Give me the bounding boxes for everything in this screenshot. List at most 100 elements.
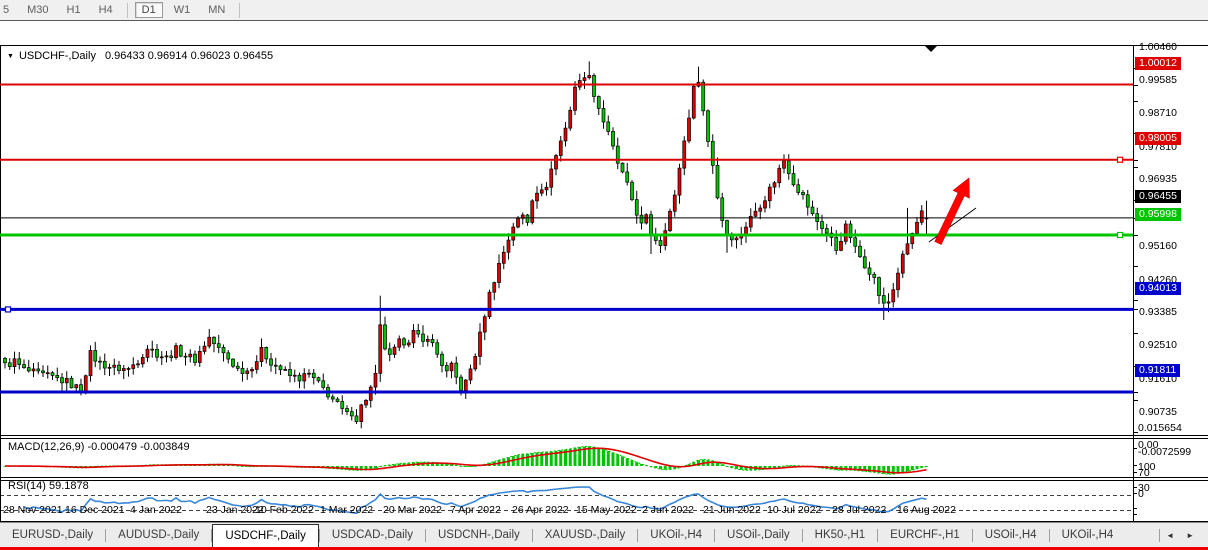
candle-down xyxy=(858,245,862,258)
symbol-dropdown-icon[interactable]: ▼ xyxy=(7,53,14,60)
macd-histogram-bar xyxy=(630,460,634,466)
macd-histogram-bar xyxy=(915,466,919,469)
candle-up xyxy=(516,218,520,228)
macd-histogram-bar xyxy=(516,454,520,466)
rsi-axis-label: 30 xyxy=(1138,481,1150,494)
timeframe-d1[interactable]: D1 xyxy=(134,2,163,18)
candle-up xyxy=(302,373,307,382)
tab-scroll-right-icon[interactable]: ► xyxy=(1186,530,1194,540)
tab-ukoil-h4[interactable]: UKOil-,H4 xyxy=(1061,529,1114,541)
candle-down xyxy=(615,145,620,164)
macd-histogram-bar xyxy=(8,466,12,467)
macd-histogram-bar xyxy=(412,462,415,466)
candle-up xyxy=(763,200,767,209)
candle-down xyxy=(634,199,639,216)
chart-shift-marker-icon[interactable] xyxy=(925,46,937,52)
candle-down xyxy=(701,81,706,112)
tab-xauusd-daily[interactable]: XAUUSD-,Daily xyxy=(544,529,626,541)
date-axis-label: 2 Jun 2022 xyxy=(642,504,694,516)
candle-up xyxy=(164,355,169,358)
macd-histogram-bar xyxy=(402,463,406,466)
candle-down xyxy=(321,380,326,388)
candle-up xyxy=(45,372,50,375)
candle-up xyxy=(254,361,259,370)
timeframe-m30[interactable]: M30 xyxy=(27,4,49,16)
macd-histogram-bar xyxy=(160,464,164,466)
candle-down xyxy=(349,411,354,417)
candle-down xyxy=(22,364,26,368)
timeframe-h4[interactable]: H4 xyxy=(98,4,113,16)
macd-histogram-bar xyxy=(564,449,567,466)
macd-histogram-bar xyxy=(198,464,202,466)
candle-up xyxy=(734,237,739,241)
macd-histogram-bar xyxy=(834,466,838,471)
macd-histogram-bar xyxy=(815,466,819,468)
candle-down xyxy=(867,267,872,275)
macd-histogram-bar xyxy=(640,464,643,466)
hline-handle[interactable] xyxy=(1116,231,1124,239)
timeframe-w1[interactable]: W1 xyxy=(173,4,191,16)
candle-up xyxy=(687,117,691,142)
macd-histogram-bar xyxy=(578,447,582,466)
macd-histogram-bar xyxy=(359,466,363,471)
candle-down xyxy=(454,362,459,378)
timeframe-h1[interactable]: H1 xyxy=(66,4,81,16)
candle-up xyxy=(753,210,758,217)
macd-histogram-bar xyxy=(568,448,572,466)
candle-down xyxy=(710,141,715,166)
tab-eurchf-h1[interactable]: EURCHF-,H1 xyxy=(890,529,960,541)
date-axis-label: 28 Jul 2022 xyxy=(832,504,887,516)
tab-scroll-left-icon[interactable]: ◄ xyxy=(1166,530,1175,540)
candle-up xyxy=(478,331,482,357)
macd-histogram-bar xyxy=(820,466,824,469)
candle-down xyxy=(335,398,340,402)
candle-down xyxy=(212,336,216,345)
candle-down xyxy=(430,339,435,344)
hline-handle[interactable] xyxy=(1116,156,1124,163)
timeframe-mn[interactable]: MN xyxy=(208,4,226,16)
macd-histogram-bar xyxy=(611,452,615,466)
macd-histogram-bar xyxy=(858,466,862,471)
bottom-red-strip xyxy=(0,547,1208,550)
macd-histogram-bar xyxy=(241,466,244,467)
date-axis-label: 1 Mar 2022 xyxy=(320,504,374,516)
hline-handle[interactable] xyxy=(4,306,12,313)
macd-histogram-bar xyxy=(22,466,26,467)
macd-histogram-bar xyxy=(274,466,278,467)
tab-usdchf-daily[interactable]: USDCHF-,Daily xyxy=(212,524,319,547)
candle-up xyxy=(468,368,473,381)
candle-down xyxy=(611,131,615,147)
price-badge-0.94013: 0.94013 xyxy=(1135,281,1181,295)
candle-down xyxy=(55,375,60,379)
macd-histogram-bar xyxy=(112,465,116,467)
candle-up xyxy=(544,186,549,191)
candle-down xyxy=(3,357,7,364)
tab-usdcad-daily[interactable]: USDCAD-,Daily xyxy=(331,529,413,541)
candle-down xyxy=(354,415,359,422)
tab-ukoil-h4[interactable]: UKOil-,H4 xyxy=(650,529,703,541)
price-axis-label: 0.92510 xyxy=(1139,339,1177,352)
price-axis-label: 0.98710 xyxy=(1139,106,1177,119)
macd-histogram-bar xyxy=(350,466,354,471)
up-trend-arrow-annotation[interactable] xyxy=(934,177,970,245)
tab-usoil-daily[interactable]: USOil-,Daily xyxy=(727,529,790,541)
candle-down xyxy=(824,228,829,234)
tab-hk50-h1[interactable]: HK50-,H1 xyxy=(814,529,866,541)
timeframe-m5-partial[interactable]: 5 xyxy=(3,4,10,16)
candle-up xyxy=(772,182,777,188)
macd-histogram-bar xyxy=(587,446,591,466)
tab-usdcnh-daily[interactable]: USDCNH-,Daily xyxy=(437,529,520,541)
tab-usoil-h4[interactable]: USOil-,H4 xyxy=(984,529,1037,541)
tab-audusd-daily[interactable]: AUDUSD-,Daily xyxy=(118,529,200,541)
candle-up xyxy=(259,347,264,363)
tab-divider xyxy=(1159,528,1161,542)
macd-histogram-bar xyxy=(554,450,558,466)
annotation-trendline[interactable] xyxy=(928,207,977,243)
macd-histogram-bar xyxy=(592,446,596,466)
macd-histogram-bar xyxy=(98,466,102,467)
tab-eurusd-daily[interactable]: EURUSD-,Daily xyxy=(12,529,94,541)
macd-histogram-bar xyxy=(853,466,857,471)
candle-up xyxy=(425,339,430,342)
candle-up xyxy=(919,210,924,223)
macd-histogram-bar xyxy=(421,462,425,466)
